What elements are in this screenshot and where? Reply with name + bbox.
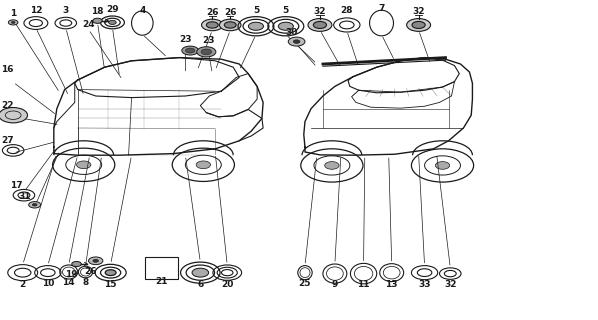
Text: 6: 6 bbox=[197, 280, 203, 289]
Circle shape bbox=[219, 19, 241, 31]
Circle shape bbox=[93, 259, 99, 262]
Text: 19: 19 bbox=[65, 270, 78, 279]
Circle shape bbox=[407, 19, 431, 31]
Text: 12: 12 bbox=[30, 6, 42, 15]
Circle shape bbox=[313, 21, 327, 28]
Circle shape bbox=[325, 162, 339, 169]
Text: 2: 2 bbox=[20, 280, 26, 289]
Bar bbox=[145, 257, 178, 279]
Text: 29: 29 bbox=[106, 5, 119, 14]
Circle shape bbox=[109, 20, 116, 24]
Text: 7: 7 bbox=[379, 4, 385, 13]
Text: 21: 21 bbox=[155, 277, 167, 286]
Text: 24: 24 bbox=[82, 20, 95, 29]
Circle shape bbox=[93, 18, 102, 23]
Text: 17: 17 bbox=[10, 181, 23, 190]
Text: 14: 14 bbox=[62, 278, 75, 287]
Text: 8: 8 bbox=[83, 278, 89, 287]
Circle shape bbox=[412, 21, 425, 28]
Circle shape bbox=[185, 48, 195, 53]
Text: 9: 9 bbox=[332, 280, 338, 289]
Text: 27: 27 bbox=[1, 136, 14, 145]
Circle shape bbox=[105, 270, 116, 276]
Text: 5: 5 bbox=[283, 6, 289, 15]
Text: 26: 26 bbox=[85, 268, 97, 276]
Text: 33: 33 bbox=[419, 280, 431, 289]
Circle shape bbox=[11, 21, 15, 23]
Circle shape bbox=[278, 22, 294, 30]
Text: 22: 22 bbox=[1, 101, 13, 110]
Text: 4: 4 bbox=[139, 6, 145, 15]
Text: 15: 15 bbox=[105, 280, 117, 289]
Circle shape bbox=[77, 161, 91, 169]
Text: 32: 32 bbox=[413, 7, 425, 16]
Text: 32: 32 bbox=[314, 7, 326, 16]
Circle shape bbox=[288, 37, 305, 46]
Circle shape bbox=[197, 47, 216, 57]
Circle shape bbox=[0, 108, 28, 123]
Circle shape bbox=[201, 49, 212, 55]
Circle shape bbox=[196, 161, 210, 169]
Circle shape bbox=[224, 22, 236, 28]
Text: 5: 5 bbox=[253, 6, 259, 15]
Circle shape bbox=[248, 22, 264, 30]
Circle shape bbox=[293, 40, 300, 44]
Text: 26: 26 bbox=[224, 8, 236, 17]
Text: 20: 20 bbox=[221, 280, 233, 289]
Circle shape bbox=[202, 19, 223, 31]
Circle shape bbox=[308, 19, 332, 31]
Text: 28: 28 bbox=[341, 6, 353, 15]
Text: 31: 31 bbox=[19, 192, 31, 201]
Text: 25: 25 bbox=[299, 279, 311, 288]
Circle shape bbox=[435, 162, 450, 169]
Text: 23: 23 bbox=[179, 35, 191, 44]
Text: 13: 13 bbox=[386, 280, 398, 289]
Circle shape bbox=[8, 20, 18, 25]
Text: 3: 3 bbox=[63, 6, 69, 15]
Circle shape bbox=[206, 22, 218, 28]
Circle shape bbox=[29, 202, 41, 208]
Text: 1: 1 bbox=[10, 9, 16, 18]
Circle shape bbox=[32, 204, 37, 206]
Text: 26: 26 bbox=[206, 8, 218, 17]
Text: 32: 32 bbox=[444, 280, 456, 289]
Circle shape bbox=[192, 268, 209, 277]
Text: 23: 23 bbox=[202, 36, 214, 45]
Circle shape bbox=[182, 46, 199, 55]
Circle shape bbox=[72, 261, 81, 267]
Text: 11: 11 bbox=[358, 280, 370, 289]
Text: 10: 10 bbox=[42, 279, 54, 288]
Circle shape bbox=[89, 257, 103, 265]
Text: 30: 30 bbox=[286, 28, 298, 37]
Text: 16: 16 bbox=[1, 65, 13, 74]
Text: 18: 18 bbox=[91, 7, 103, 16]
